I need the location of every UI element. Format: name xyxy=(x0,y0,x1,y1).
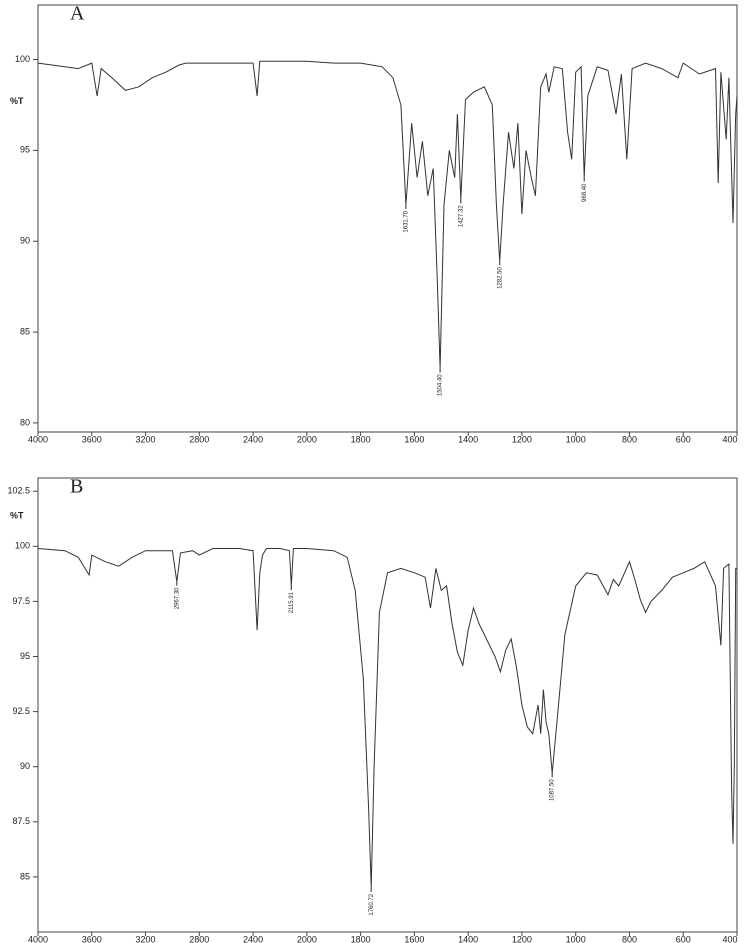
peak-label: 1427.32 xyxy=(458,205,464,227)
plot-frame xyxy=(37,4,738,433)
x-tick-label: 400 xyxy=(722,434,737,444)
y-tick-label: 90 xyxy=(20,761,30,771)
x-tick-label: 1200 xyxy=(512,934,532,943)
x-tick-label: 3600 xyxy=(82,934,102,943)
x-tick-label: 1800 xyxy=(351,434,371,444)
y-axis-label: %T xyxy=(10,511,24,521)
x-tick-label: 1400 xyxy=(458,434,478,444)
x-tick-label: 2400 xyxy=(243,934,263,943)
y-tick-label: 102.5 xyxy=(7,486,30,496)
x-tick-label: 4000 xyxy=(28,934,48,943)
spectrum-line xyxy=(37,60,738,369)
x-tick-label: 3600 xyxy=(82,434,102,444)
peak-label: 1760.72 xyxy=(369,893,375,915)
peak-label: 2115.91 xyxy=(289,591,295,613)
y-tick-label: 97.5 xyxy=(12,596,30,606)
y-tick-label: 80 xyxy=(20,417,30,427)
x-tick-label: 400 xyxy=(722,934,737,943)
x-tick-label: 4000 xyxy=(28,434,48,444)
x-tick-label: 1000 xyxy=(566,934,586,943)
peak-label: 968.40 xyxy=(582,183,588,202)
peak-label: 1631.70 xyxy=(403,210,409,232)
x-tick-label: 1400 xyxy=(458,934,478,943)
peak-label: 2967.30 xyxy=(174,587,180,609)
x-tick-label: 3200 xyxy=(136,434,156,444)
x-tick-label: 1800 xyxy=(351,934,371,943)
y-tick-label: 85 xyxy=(20,871,30,881)
x-tick-label: 2000 xyxy=(297,434,317,444)
y-tick-label: 92.5 xyxy=(12,706,30,716)
y-tick-label: 100 xyxy=(15,541,30,551)
x-tick-label: 800 xyxy=(622,934,637,943)
y-axis-label: %T xyxy=(10,96,24,106)
y-tick-label: 95 xyxy=(20,651,30,661)
x-tick-label: 600 xyxy=(676,934,691,943)
x-tick-label: 3200 xyxy=(136,934,156,943)
x-tick-label: 1600 xyxy=(404,434,424,444)
x-tick-label: 800 xyxy=(622,434,637,444)
x-tick-label: 600 xyxy=(676,434,691,444)
y-tick-label: 95 xyxy=(20,145,30,155)
spectrum-line xyxy=(37,548,737,888)
y-tick-label: 85 xyxy=(20,326,30,336)
y-tick-label: 100 xyxy=(15,54,30,64)
peak-label: 1504.40 xyxy=(438,374,444,396)
plot-frame xyxy=(37,477,738,933)
y-tick-label: 87.5 xyxy=(12,816,30,826)
x-tick-label: 2800 xyxy=(189,934,209,943)
y-tick-label: 90 xyxy=(20,236,30,246)
peak-label: 1282.50 xyxy=(497,267,503,289)
x-tick-label: 2000 xyxy=(297,934,317,943)
x-tick-label: 2400 xyxy=(243,434,263,444)
panel-title: A xyxy=(70,3,85,25)
x-tick-label: 1600 xyxy=(404,934,424,943)
x-tick-label: 2800 xyxy=(189,434,209,444)
x-tick-label: 1200 xyxy=(512,434,532,444)
x-tick-label: 1000 xyxy=(566,434,586,444)
peak-label: 1087.50 xyxy=(550,779,556,801)
panel-title: B xyxy=(70,476,83,498)
